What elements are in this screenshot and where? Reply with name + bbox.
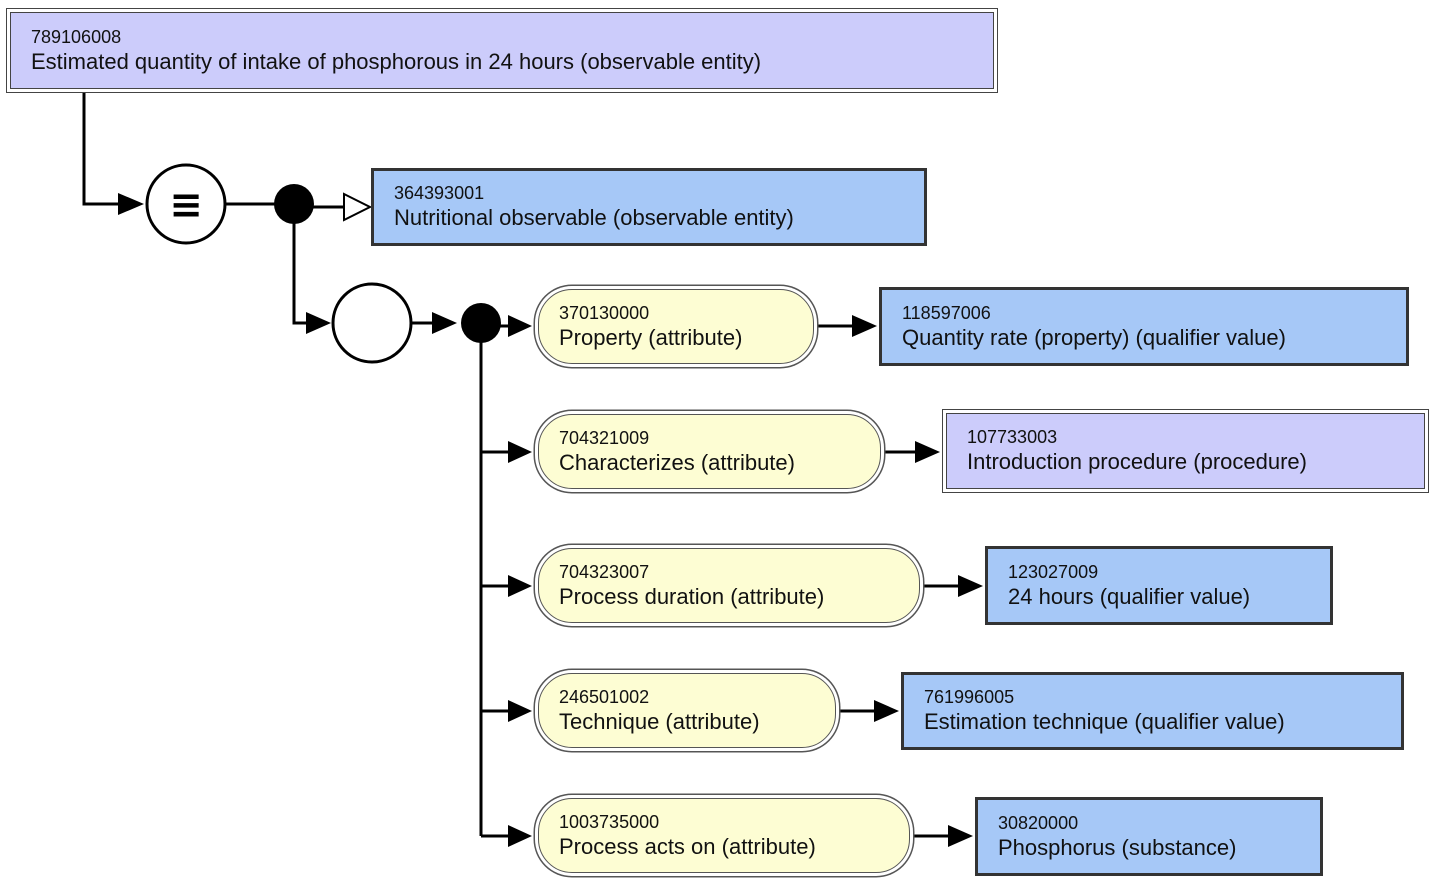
bus-arrowhead-1 (508, 315, 532, 337)
value-sctid: 123027009 (1008, 561, 1099, 582)
value-label: 24 hours (qualifier value) (1008, 583, 1251, 609)
value-box-introduction-procedure[interactable]: 107733003 Introduction procedure (proced… (942, 409, 1429, 493)
value-arrowhead-3 (958, 575, 983, 597)
attribute-sctid: 1003735000 (559, 811, 660, 832)
attribute-box-property[interactable]: 370130000 Property (attribute) (538, 289, 814, 364)
group-arrowhead (306, 312, 331, 334)
attribute-box-process-duration[interactable]: 704323007 Process duration (attribute) (538, 548, 920, 623)
conjunction-dot (274, 184, 314, 224)
group-dot-arrowhead (432, 312, 457, 334)
value-box-estimation-technique[interactable]: 761996005 Estimation technique (qualifie… (901, 672, 1404, 750)
attribute-box-technique[interactable]: 246501002 Technique (attribute) (538, 673, 836, 748)
parent-concept-label: Nutritional observable (observable entit… (394, 205, 794, 230)
focus-concept-sctid: 789106008 (31, 26, 122, 47)
value-sctid: 30820000 (998, 812, 1079, 833)
attribute-label: Characterizes (attribute) (559, 449, 795, 475)
value-label: Estimation technique (qualifier value) (924, 709, 1285, 734)
parent-concept-box[interactable]: 364393001 Nutritional observable (observ… (371, 168, 927, 246)
focus-concept-label: Estimated quantity of intake of phosphor… (31, 48, 762, 74)
attribute-label: Process duration (attribute) (559, 583, 825, 609)
focus-to-operator-connector (82, 92, 118, 206)
bus-arrowhead-4 (508, 700, 532, 722)
bus-arrowhead-5 (508, 825, 532, 847)
bus-arrowhead-3 (508, 575, 532, 597)
value-arrowhead-1 (852, 315, 877, 337)
attribute-label: Property (attribute) (559, 324, 743, 350)
value-box-quantity-rate[interactable]: 118597006 Quantity rate (property) (qual… (879, 287, 1409, 366)
value-label: Quantity rate (property) (qualifier valu… (902, 324, 1286, 350)
value-box-24-hours[interactable]: 123027009 24 hours (qualifier value) (985, 546, 1333, 625)
value-sctid: 107733003 (967, 427, 1058, 447)
attribute-sctid: 704321009 (559, 427, 650, 448)
value-label: Phosphorus (substance) (998, 834, 1237, 860)
definition-operator-circle (145, 163, 227, 245)
attribute-label: Technique (attribute) (559, 708, 760, 734)
value-arrowhead-5 (948, 825, 973, 847)
parent-concept-sctid: 364393001 (394, 183, 485, 203)
focus-concept-box[interactable]: 789106008 Estimated quantity of intake o… (6, 8, 998, 93)
attribute-label: Process acts on (attribute) (559, 833, 816, 859)
attribute-sctid: 704323007 (559, 561, 650, 582)
value-arrowhead-2 (915, 441, 940, 463)
value-sctid: 761996005 (924, 687, 1015, 707)
attribute-sctid: 246501002 (559, 686, 650, 707)
attribute-group-dot (461, 303, 501, 343)
value-label: Introduction procedure (procedure) (967, 449, 1307, 474)
bus-arrowhead-2 (508, 441, 532, 463)
isa-hollow-arrowhead (343, 192, 373, 222)
attribute-group-circle (331, 282, 413, 364)
value-sctid: 118597006 (902, 302, 991, 323)
attribute-box-process-acts-on[interactable]: 1003735000 Process acts on (attribute) (538, 798, 910, 873)
equivalence-symbol: ≡ (169, 182, 203, 228)
attribute-box-characterizes[interactable]: 704321009 Characterizes (attribute) (538, 414, 881, 489)
value-box-phosphorus[interactable]: 30820000 Phosphorus (substance) (975, 797, 1323, 876)
dot-to-group-connector (292, 222, 306, 325)
value-arrowhead-4 (874, 700, 899, 722)
operator-arrowhead (118, 193, 144, 215)
attribute-sctid: 370130000 (559, 302, 650, 323)
